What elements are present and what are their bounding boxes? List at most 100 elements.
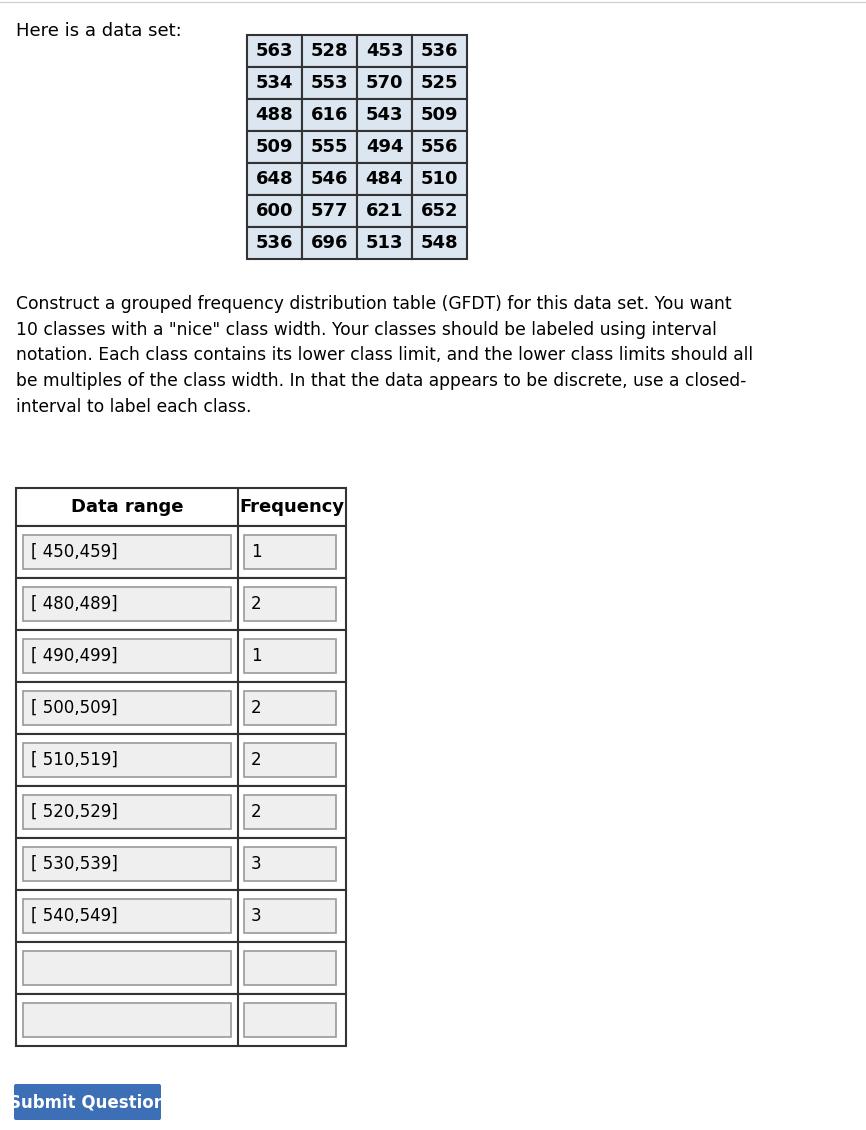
- Bar: [23, 534, 231, 570]
- Bar: [302, 195, 357, 227]
- Bar: [23, 796, 231, 829]
- Text: Frequency: Frequency: [239, 498, 345, 516]
- Text: 570: 570: [365, 73, 404, 92]
- Text: 2: 2: [251, 699, 262, 718]
- Text: 3: 3: [251, 907, 262, 925]
- Text: Submit Question: Submit Question: [10, 1093, 165, 1111]
- Text: [ 510,519]: [ 510,519]: [31, 751, 118, 770]
- Bar: [244, 744, 336, 777]
- Text: 509: 509: [255, 138, 294, 156]
- Bar: [23, 951, 231, 985]
- Bar: [357, 99, 412, 131]
- Text: 2: 2: [251, 803, 262, 822]
- Text: 3: 3: [251, 855, 262, 873]
- Bar: [302, 131, 357, 163]
- Bar: [412, 163, 467, 195]
- Text: 494: 494: [365, 138, 404, 156]
- Text: 652: 652: [421, 202, 458, 220]
- Bar: [247, 195, 302, 227]
- Bar: [357, 67, 412, 99]
- Text: 484: 484: [365, 170, 404, 188]
- Bar: [412, 131, 467, 163]
- Bar: [16, 786, 346, 838]
- FancyBboxPatch shape: [14, 1084, 161, 1120]
- Text: 563: 563: [255, 42, 294, 60]
- Text: 577: 577: [311, 202, 348, 220]
- Bar: [247, 131, 302, 163]
- Bar: [23, 744, 231, 777]
- Text: 548: 548: [421, 234, 458, 252]
- Bar: [244, 796, 336, 829]
- Text: 600: 600: [255, 202, 294, 220]
- Bar: [247, 35, 302, 67]
- Bar: [244, 638, 336, 673]
- Bar: [244, 848, 336, 881]
- Bar: [16, 942, 346, 994]
- Bar: [412, 35, 467, 67]
- Bar: [302, 99, 357, 131]
- Bar: [357, 163, 412, 195]
- Text: [ 530,539]: [ 530,539]: [31, 855, 118, 873]
- Text: 546: 546: [311, 170, 348, 188]
- Text: 621: 621: [365, 202, 404, 220]
- Bar: [302, 163, 357, 195]
- Bar: [302, 67, 357, 99]
- Text: 528: 528: [311, 42, 348, 60]
- Text: 556: 556: [421, 138, 458, 156]
- Bar: [16, 838, 346, 890]
- Text: [ 520,529]: [ 520,529]: [31, 803, 118, 822]
- Text: 648: 648: [255, 170, 294, 188]
- Bar: [412, 67, 467, 99]
- Bar: [247, 163, 302, 195]
- Text: [ 490,499]: [ 490,499]: [31, 647, 118, 664]
- Bar: [247, 227, 302, 259]
- Bar: [244, 899, 336, 933]
- Text: 2: 2: [251, 596, 262, 612]
- Bar: [23, 586, 231, 622]
- Bar: [23, 692, 231, 725]
- Bar: [244, 951, 336, 985]
- Bar: [357, 131, 412, 163]
- Text: Data range: Data range: [71, 498, 184, 516]
- Text: 536: 536: [421, 42, 458, 60]
- Text: [ 450,459]: [ 450,459]: [31, 544, 118, 560]
- Bar: [302, 35, 357, 67]
- Bar: [244, 692, 336, 725]
- Bar: [247, 99, 302, 131]
- Text: 696: 696: [311, 234, 348, 252]
- Bar: [302, 227, 357, 259]
- Text: 616: 616: [311, 106, 348, 124]
- Bar: [16, 734, 346, 786]
- Text: 534: 534: [255, 73, 294, 92]
- Bar: [23, 638, 231, 673]
- Bar: [357, 195, 412, 227]
- Bar: [16, 631, 346, 683]
- Bar: [244, 1003, 336, 1037]
- Bar: [16, 890, 346, 942]
- Bar: [244, 586, 336, 622]
- Bar: [247, 67, 302, 99]
- Bar: [357, 35, 412, 67]
- Bar: [16, 683, 346, 734]
- Text: Construct a grouped frequency distribution table (GFDT) for this data set. You w: Construct a grouped frequency distributi…: [16, 295, 753, 416]
- Text: 510: 510: [421, 170, 458, 188]
- Text: 509: 509: [421, 106, 458, 124]
- Text: 536: 536: [255, 234, 294, 252]
- Text: Here is a data set:: Here is a data set:: [16, 21, 182, 40]
- Bar: [412, 195, 467, 227]
- Text: 1: 1: [251, 647, 262, 664]
- Bar: [23, 899, 231, 933]
- Text: 553: 553: [311, 73, 348, 92]
- Bar: [16, 579, 346, 631]
- Bar: [23, 848, 231, 881]
- Text: 543: 543: [365, 106, 404, 124]
- Bar: [244, 534, 336, 570]
- Text: [ 480,489]: [ 480,489]: [31, 596, 118, 612]
- Bar: [23, 1003, 231, 1037]
- Bar: [16, 525, 346, 579]
- Bar: [16, 488, 346, 525]
- Bar: [357, 227, 412, 259]
- Text: 453: 453: [365, 42, 404, 60]
- Bar: [412, 227, 467, 259]
- Text: 555: 555: [311, 138, 348, 156]
